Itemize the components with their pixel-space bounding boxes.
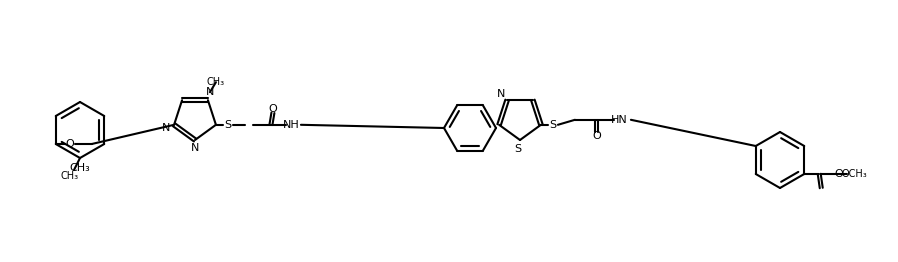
- Text: HN: HN: [611, 115, 628, 125]
- Text: O: O: [835, 169, 843, 179]
- Text: O: O: [269, 104, 277, 114]
- Text: CH₃: CH₃: [61, 171, 79, 181]
- Text: CH₃: CH₃: [70, 163, 91, 173]
- Text: N: N: [190, 143, 199, 153]
- Text: S: S: [515, 144, 522, 154]
- Text: NH: NH: [283, 120, 299, 130]
- Text: N: N: [206, 87, 214, 97]
- Text: O: O: [66, 139, 75, 149]
- Text: S: S: [550, 120, 557, 130]
- Text: N: N: [497, 89, 506, 99]
- Text: OCH₃: OCH₃: [841, 169, 867, 179]
- Text: O: O: [593, 131, 602, 141]
- Text: S: S: [224, 120, 232, 130]
- Text: N: N: [162, 123, 171, 133]
- Text: CH₃: CH₃: [207, 77, 225, 87]
